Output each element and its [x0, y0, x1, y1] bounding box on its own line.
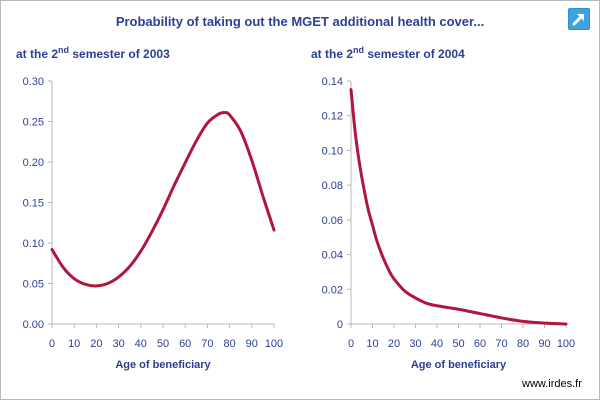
left-y-tick-label: 0.05 [23, 279, 44, 291]
left-y-tick-label: 0.00 [23, 319, 44, 331]
left-x-tick-label: 20 [90, 338, 102, 350]
left-y-tick-label: 0.25 [23, 117, 44, 129]
left-panel-title-sup: nd [58, 45, 70, 55]
footer-url[interactable]: www.irdes.fr [522, 378, 582, 390]
left-y-tick-label: 0.20 [23, 157, 44, 169]
right-y-tick-label: 0.10 [322, 145, 343, 157]
left-y-tick-label: 0.30 [23, 76, 44, 88]
right-y-tick-label: 0.12 [322, 111, 343, 123]
right-y-tick-label: 0 [337, 319, 343, 331]
right-x-tick-label: 0 [348, 338, 354, 350]
right-x-tick-label: 100 [557, 338, 575, 350]
left-y-tick-label: 0.10 [23, 238, 44, 250]
left-x-tick-label: 90 [246, 338, 258, 350]
left-x-tick-label: 70 [201, 338, 213, 350]
left-x-tick-label: 30 [112, 338, 124, 350]
right-y-tick-label: 0.06 [322, 215, 343, 227]
left-x-tick-label: 60 [179, 338, 191, 350]
right-panel-title-post: semester of 2004 [364, 47, 465, 61]
right-x-tick-label: 40 [431, 338, 443, 350]
right-y-tick-label: 0.14 [322, 76, 343, 88]
left-x-tick-label: 0 [49, 338, 55, 350]
left-series-line [50, 111, 276, 288]
right-x-tick-label: 50 [452, 338, 464, 350]
left-y-tick-label: 0.15 [23, 198, 44, 210]
left-panel-title: at the 2nd semester of 2003 [16, 45, 170, 61]
right-y-tick-label: 0.08 [322, 180, 343, 192]
right-y-tick-label: 0.02 [322, 284, 343, 296]
right-x-tick-label: 30 [409, 338, 421, 350]
left-x-tick-label: 50 [157, 338, 169, 350]
right-panel-title-pre: at the 2 [311, 47, 354, 61]
left-panel-title-post: semester of 2003 [69, 47, 170, 61]
right-x-tick-label: 80 [517, 338, 529, 350]
left-x-tick-label: 10 [68, 338, 80, 350]
right-panel-title: at the 2nd semester of 2004 [311, 45, 465, 61]
left-x-tick-label: 80 [223, 338, 235, 350]
right-x-tick-label: 10 [366, 338, 378, 350]
left-panel-title-pre: at the 2 [16, 47, 59, 61]
right-x-axis-title: Age of beneficiary [411, 359, 507, 371]
right-x-tick-label: 90 [538, 338, 550, 350]
left-x-axis-title: Age of beneficiary [115, 359, 211, 371]
right-panel-title-sup: nd [353, 45, 365, 55]
right-y-tick-label: 0.04 [322, 250, 343, 262]
right-x-tick-label: 60 [474, 338, 486, 350]
left-x-tick-label: 40 [135, 338, 147, 350]
right-x-tick-label: 70 [495, 338, 507, 350]
expand-arrow-icon[interactable] [568, 8, 590, 30]
right-x-tick-label: 20 [388, 338, 400, 350]
main-title: Probability of taking out the MGET addit… [115, 14, 485, 29]
left-x-tick-label: 100 [265, 338, 283, 350]
right-series-line [349, 88, 568, 326]
